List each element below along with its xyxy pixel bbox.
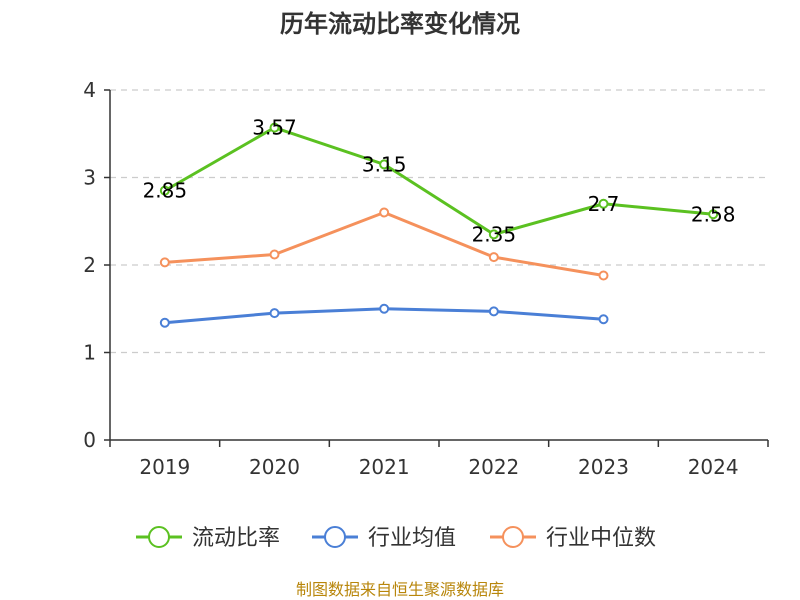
y-tick-label: 4	[83, 78, 96, 102]
data-point	[598, 270, 609, 281]
y-tick-label: 1	[83, 341, 96, 365]
legend-label: 行业中位数	[546, 526, 656, 551]
data-label: 2.7	[588, 192, 620, 216]
data-label: 2.58	[691, 202, 736, 226]
legend-marker	[502, 526, 524, 548]
data-point	[379, 159, 390, 170]
legend-item[interactable]: 行业均值	[312, 526, 456, 551]
x-tick-label: 2022	[468, 455, 519, 479]
data-point	[269, 122, 280, 133]
legend-item[interactable]: 行业中位数	[490, 526, 656, 551]
legend-label: 行业均值	[368, 526, 456, 551]
data-point	[269, 249, 280, 260]
series-line	[164, 126, 714, 236]
x-tick-label: 2020	[249, 455, 300, 479]
legend-item[interactable]: 流动比率	[136, 526, 280, 551]
data-point	[269, 308, 280, 319]
data-point	[708, 209, 719, 220]
legend: 流动比率 行业均值 行业中位数	[136, 526, 656, 551]
legend-label: 流动比率	[192, 526, 280, 551]
data-label: 2.85	[143, 179, 188, 203]
data-point	[379, 207, 390, 218]
data-labels: 2.85 3.57 3.15 2.35 2.7 2.58	[143, 116, 736, 247]
source-footer: 制图数据来自恒生聚源数据库	[296, 580, 504, 599]
data-point	[598, 198, 609, 209]
grid-lines	[110, 89, 768, 354]
y-tick-label: 2	[83, 253, 96, 277]
x-tick-label: 2024	[688, 455, 739, 479]
x-tick-label: 2023	[578, 455, 629, 479]
data-point	[488, 252, 499, 263]
series-group	[159, 122, 719, 328]
data-point	[379, 303, 390, 314]
x-tick-label: 2021	[359, 455, 410, 479]
data-point	[598, 314, 609, 325]
data-label: 3.57	[252, 116, 297, 140]
data-point	[488, 306, 499, 317]
data-point	[159, 257, 170, 268]
data-label: 2.35	[472, 222, 517, 246]
legend-marker	[148, 526, 170, 548]
legend-marker	[324, 526, 346, 548]
data-point	[159, 317, 170, 328]
axes: 0 1 2 3 4 2019 2020 2021 2022 2023 2024	[83, 78, 769, 479]
y-tick-label: 0	[83, 428, 96, 452]
x-tick-label: 2019	[139, 455, 190, 479]
data-point	[159, 185, 170, 196]
chart-title: 历年流动比率变化情况	[280, 10, 520, 38]
data-point	[488, 229, 499, 240]
data-label: 3.15	[362, 152, 407, 176]
y-tick-label: 3	[83, 166, 96, 190]
